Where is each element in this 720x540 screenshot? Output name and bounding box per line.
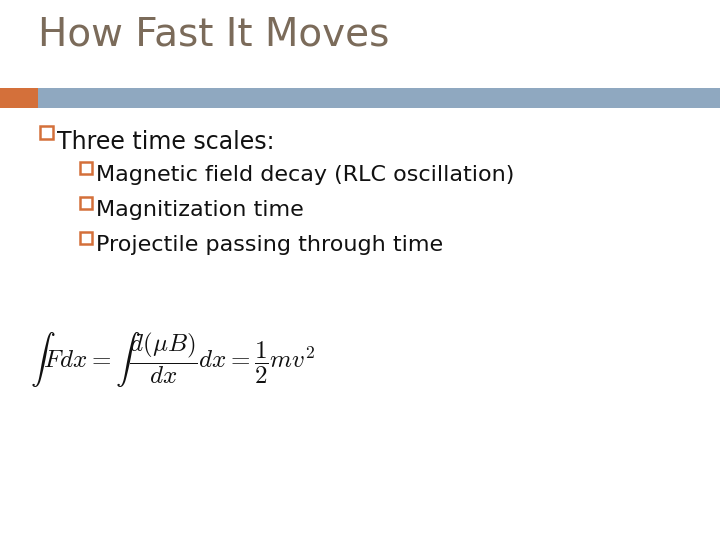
- Text: Magnetic field decay (RLC oscillation): Magnetic field decay (RLC oscillation): [96, 165, 514, 185]
- Text: Magnitization time: Magnitization time: [96, 200, 304, 220]
- Text: $\int Fdx = \int \dfrac{d(\mu B)}{dx}dx = \dfrac{1}{2}mv^2$: $\int Fdx = \int \dfrac{d(\mu B)}{dx}dx …: [30, 330, 315, 389]
- Bar: [80, 232, 92, 244]
- Bar: [80, 197, 92, 209]
- Bar: [38, 88, 720, 108]
- Text: How Fast It Moves: How Fast It Moves: [38, 15, 390, 53]
- Bar: [0, 88, 38, 108]
- Text: Three time scales:: Three time scales:: [57, 130, 274, 154]
- Text: Projectile passing through time: Projectile passing through time: [96, 235, 443, 255]
- Bar: [80, 162, 92, 174]
- Bar: [40, 126, 53, 139]
